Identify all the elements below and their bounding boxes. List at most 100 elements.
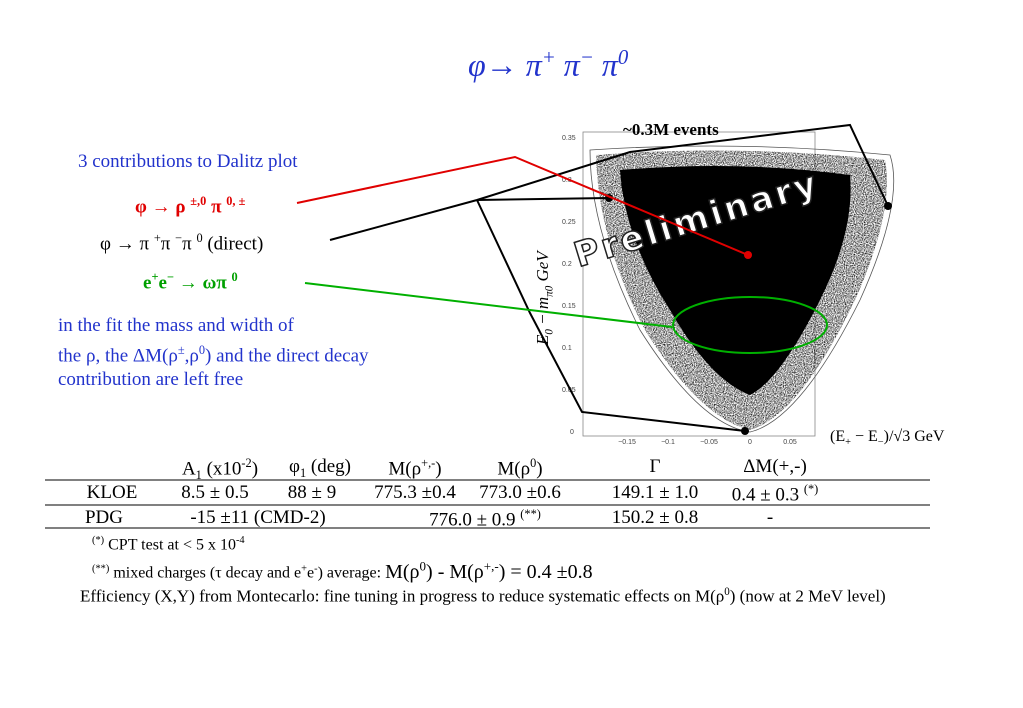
td: 775.3 ±0.4 — [374, 482, 456, 503]
th: M(ρ0) — [497, 456, 542, 480]
t: 0 — [231, 270, 238, 284]
th: A1 (x10-2) — [182, 456, 258, 483]
t: 0 — [724, 586, 730, 598]
ticks: 0.35 0.3 0.25 0.2 0.15 0.1 0.05 0 −0.15 … — [562, 135, 797, 446]
y-label: E0 − mπ0 GeV — [533, 251, 555, 345]
t: → ωπ — [173, 272, 232, 294]
td: 8.5 ± 0.5 — [181, 482, 249, 503]
t: − — [877, 437, 884, 449]
line: contribution are left free — [58, 369, 244, 391]
t: − — [175, 231, 183, 245]
td: - — [766, 507, 774, 528]
connector — [329, 123, 889, 241]
line: in the fit the mass and width of — [58, 315, 294, 336]
t: 0 — [196, 231, 203, 245]
dot — [741, 427, 749, 435]
t: CPT test at < 5 x 10 — [104, 536, 236, 554]
t: e — [143, 272, 152, 294]
y-tick: 0.15 — [562, 303, 576, 310]
x-tick: −0.1 — [661, 439, 675, 446]
t: π — [160, 233, 176, 255]
y-tick: 0.2 — [562, 261, 572, 268]
th: ΔM(+,-) — [743, 456, 807, 477]
t: φ→ — [468, 46, 526, 83]
t: 0 — [617, 46, 629, 69]
t: (x10 — [201, 458, 242, 480]
y-tick: 0.3 — [562, 177, 572, 184]
t: ,ρ — [184, 345, 199, 367]
t: ) — [251, 458, 259, 480]
t: − — [579, 46, 594, 69]
t: (**) — [520, 507, 541, 521]
t: 776.0 ± 0.9 — [429, 509, 521, 531]
t: (E — [830, 428, 846, 445]
t: + — [541, 46, 556, 69]
y-tick: 0.05 — [562, 387, 576, 394]
t: -4 — [235, 535, 245, 546]
t: (*) — [803, 482, 819, 496]
t: ) - M(ρ — [426, 560, 484, 583]
contribution: e+e− → ωπ 0 — [143, 270, 238, 294]
t: π — [182, 233, 197, 255]
t: -2 — [241, 456, 252, 470]
note: (**) mixed charges (τ decay and e+e-) av… — [92, 558, 593, 584]
t: 1 — [195, 468, 202, 483]
td: 773.0 ±0.6 — [479, 482, 561, 503]
th: M(ρ+,-) — [388, 456, 441, 480]
y-tick: 0.25 — [562, 219, 576, 226]
t: π — [206, 196, 227, 218]
paragraph: in the fit the mass and width of the ρ, … — [58, 314, 369, 392]
t: ) = 0.4 ±0.8 — [498, 560, 593, 583]
t: mixed charges (τ decay and e — [109, 564, 302, 582]
y-tick: 0.35 — [562, 135, 576, 142]
kinematic-boundary — [589, 145, 895, 433]
t: π — [555, 46, 580, 83]
t: ) — [435, 458, 442, 480]
t: 0, ± — [226, 194, 246, 208]
t: e — [307, 564, 315, 582]
connector-red — [296, 155, 749, 256]
t: + — [845, 437, 851, 449]
th: Γ — [649, 456, 661, 477]
contribution: φ → ρ ±,0 π 0, ± — [135, 194, 245, 218]
omega-band — [672, 296, 828, 354]
t: + — [151, 270, 159, 284]
t: + — [301, 563, 308, 575]
line: the ρ, the ΔM(ρ±,ρ0) and the direct deca… — [58, 338, 369, 368]
y-tick: 0 — [570, 429, 574, 436]
formula: M(ρ0) - M(ρ+,-) = 0.4 ±0.8 — [385, 558, 593, 583]
note: Efficiency (X,Y) from Montecarlo: fine t… — [80, 582, 970, 607]
td: PDG — [84, 507, 124, 528]
t: + — [153, 231, 161, 245]
connector — [476, 197, 610, 201]
t: (*) — [92, 535, 105, 546]
t: e — [158, 272, 167, 294]
t: φ → ρ — [135, 196, 191, 218]
t: E — [533, 334, 552, 345]
t: Efficiency (X,Y) from Montecarlo: fine t… — [80, 586, 725, 606]
t: +,- — [483, 558, 499, 573]
connector — [476, 199, 746, 432]
t: M(ρ — [388, 458, 422, 480]
td: 776.0 ± 0.9 (**) — [429, 507, 541, 531]
td: -15 ±11 (CMD-2) — [190, 507, 326, 528]
x-label: (E+ − E−)/√3 GeV — [830, 428, 944, 448]
t: φ → π — [100, 233, 154, 255]
t: φ — [289, 456, 300, 477]
t: ±,0 — [190, 194, 207, 208]
t: ± — [177, 343, 185, 357]
t: ) (now at 2 MeV level) — [729, 586, 886, 606]
t: ) average: — [317, 564, 386, 582]
td: 88 ± 9 — [287, 482, 337, 503]
dalitz-core — [620, 166, 851, 395]
t: )/√3 GeV — [883, 428, 945, 445]
t: 1 — [299, 465, 307, 480]
t: GeV — [533, 251, 552, 286]
t: M(ρ — [497, 458, 531, 480]
t: 0 — [419, 558, 427, 573]
t: (**) — [92, 563, 110, 575]
th: φ1 (deg) — [289, 456, 351, 481]
td: 0.4 ± 0.3 (*) — [732, 482, 819, 506]
x-tick: 0 — [748, 439, 752, 446]
note: (*) CPT test at < 5 x 10-4 — [92, 535, 245, 554]
